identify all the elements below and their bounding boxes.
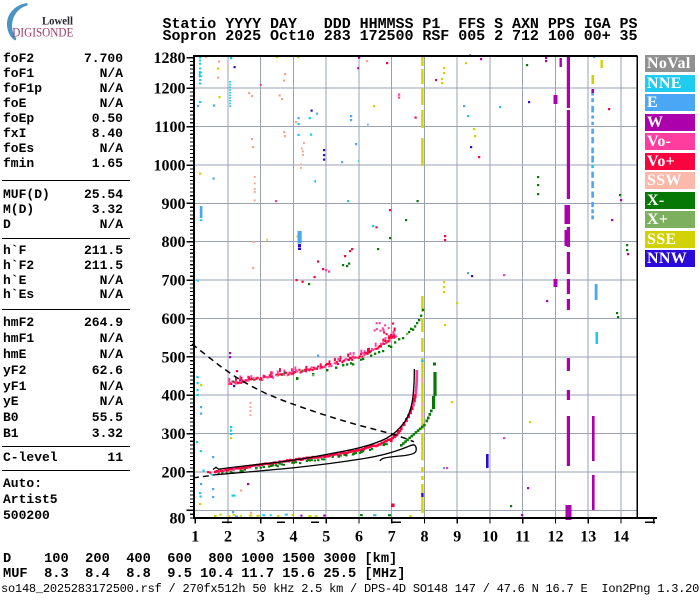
- svg-text:DIGISONDE: DIGISONDE: [12, 24, 73, 39]
- svg-text:Lowell: Lowell: [42, 13, 74, 27]
- svg-text:1000: 1000: [154, 158, 186, 175]
- svg-text:8: 8: [421, 529, 429, 546]
- svg-text:5: 5: [322, 529, 330, 546]
- svg-text:9: 9: [453, 529, 461, 546]
- svg-text:1200: 1200: [154, 81, 186, 98]
- svg-text:2: 2: [224, 529, 232, 546]
- svg-text:700: 700: [162, 273, 186, 290]
- svg-text:7: 7: [388, 529, 396, 546]
- svg-text:1280: 1280: [154, 50, 186, 67]
- svg-text:11: 11: [515, 529, 530, 546]
- svg-text:6: 6: [355, 529, 363, 546]
- svg-text:800: 800: [162, 234, 186, 251]
- svg-text:13: 13: [580, 529, 596, 546]
- svg-text:900: 900: [162, 196, 186, 213]
- svg-text:12: 12: [548, 529, 564, 546]
- svg-text:10: 10: [482, 529, 498, 546]
- svg-text:600: 600: [162, 311, 186, 328]
- svg-text:200: 200: [162, 464, 186, 481]
- svg-text:4: 4: [290, 529, 298, 546]
- svg-text:3: 3: [257, 529, 265, 546]
- svg-text:14: 14: [613, 529, 629, 546]
- svg-text:1: 1: [191, 529, 199, 546]
- svg-text:80: 80: [170, 511, 186, 528]
- svg-text:1100: 1100: [154, 119, 185, 136]
- svg-text:300: 300: [162, 426, 186, 443]
- svg-text:400: 400: [162, 388, 186, 405]
- svg-text:500: 500: [162, 349, 186, 366]
